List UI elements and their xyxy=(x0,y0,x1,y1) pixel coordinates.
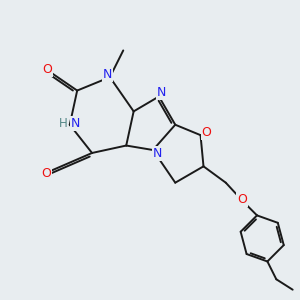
Text: N: N xyxy=(103,68,112,81)
Text: N: N xyxy=(70,117,80,130)
Text: H: H xyxy=(59,117,68,130)
Text: O: O xyxy=(237,193,247,206)
Text: N: N xyxy=(153,147,162,160)
Text: O: O xyxy=(202,126,212,139)
Text: N: N xyxy=(157,86,166,99)
Text: O: O xyxy=(41,167,51,180)
Text: O: O xyxy=(43,63,52,76)
